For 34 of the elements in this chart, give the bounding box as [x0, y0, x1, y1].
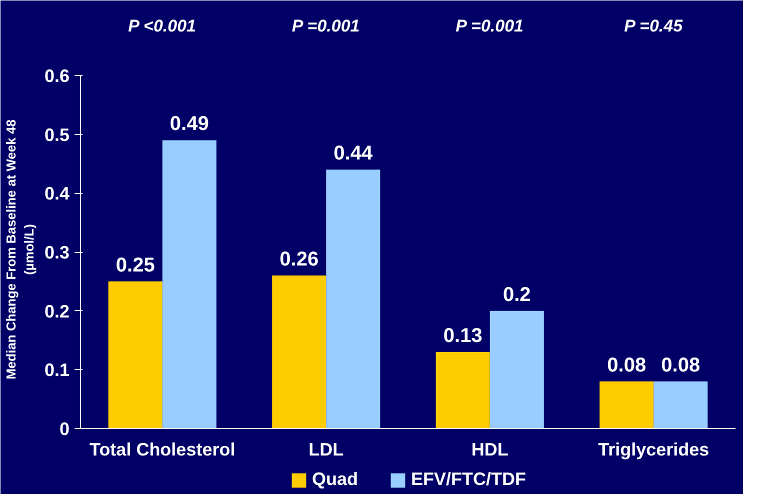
text: P =0.45 — [624, 16, 684, 36]
data-label: 0.2 — [502, 284, 531, 306]
y-tick-label: 0.6 — [44, 66, 70, 86]
y-tick-label: 0.1 — [44, 360, 70, 380]
y-tick-label: 0 — [59, 419, 70, 439]
data-label: 0.25 — [116, 254, 155, 276]
bar — [600, 381, 654, 428]
bar — [108, 281, 162, 428]
text: P =0.001 — [292, 16, 360, 36]
legend-label: EFV/FTC/TDF — [411, 469, 526, 490]
y-axis-title: Median Change From Baseline at Week 48 (µmol/L) — [3, 120, 36, 380]
data-label: 0.08 — [607, 354, 646, 376]
y-tick-label: 0.3 — [44, 242, 70, 262]
legend-label: Quad — [312, 469, 358, 490]
y-tick-label: 0.4 — [44, 184, 70, 204]
data-label: 0.13 — [443, 325, 482, 348]
text: P <0.001 — [128, 16, 196, 36]
bar — [490, 310, 544, 428]
data-label: 0.49 — [170, 113, 209, 136]
bar — [326, 170, 380, 428]
data-label: 0.44 — [334, 142, 374, 165]
bar — [272, 276, 326, 428]
y-tick-label: 0.2 — [44, 301, 70, 322]
bar — [162, 140, 216, 428]
y-tick-label: 0.5 — [44, 124, 70, 145]
x-tick-label: Total Cholesterol — [90, 440, 236, 460]
x-tick-label: HDL — [471, 440, 508, 460]
x-tick-label: LDL — [308, 440, 344, 460]
data-label: 0.26 — [280, 248, 319, 271]
x-tick-label: Triglycerides — [598, 440, 710, 460]
bar — [436, 352, 490, 428]
data-label: 0.08 — [661, 354, 700, 376]
bar — [654, 381, 708, 428]
text: P =0.001 — [456, 16, 524, 36]
